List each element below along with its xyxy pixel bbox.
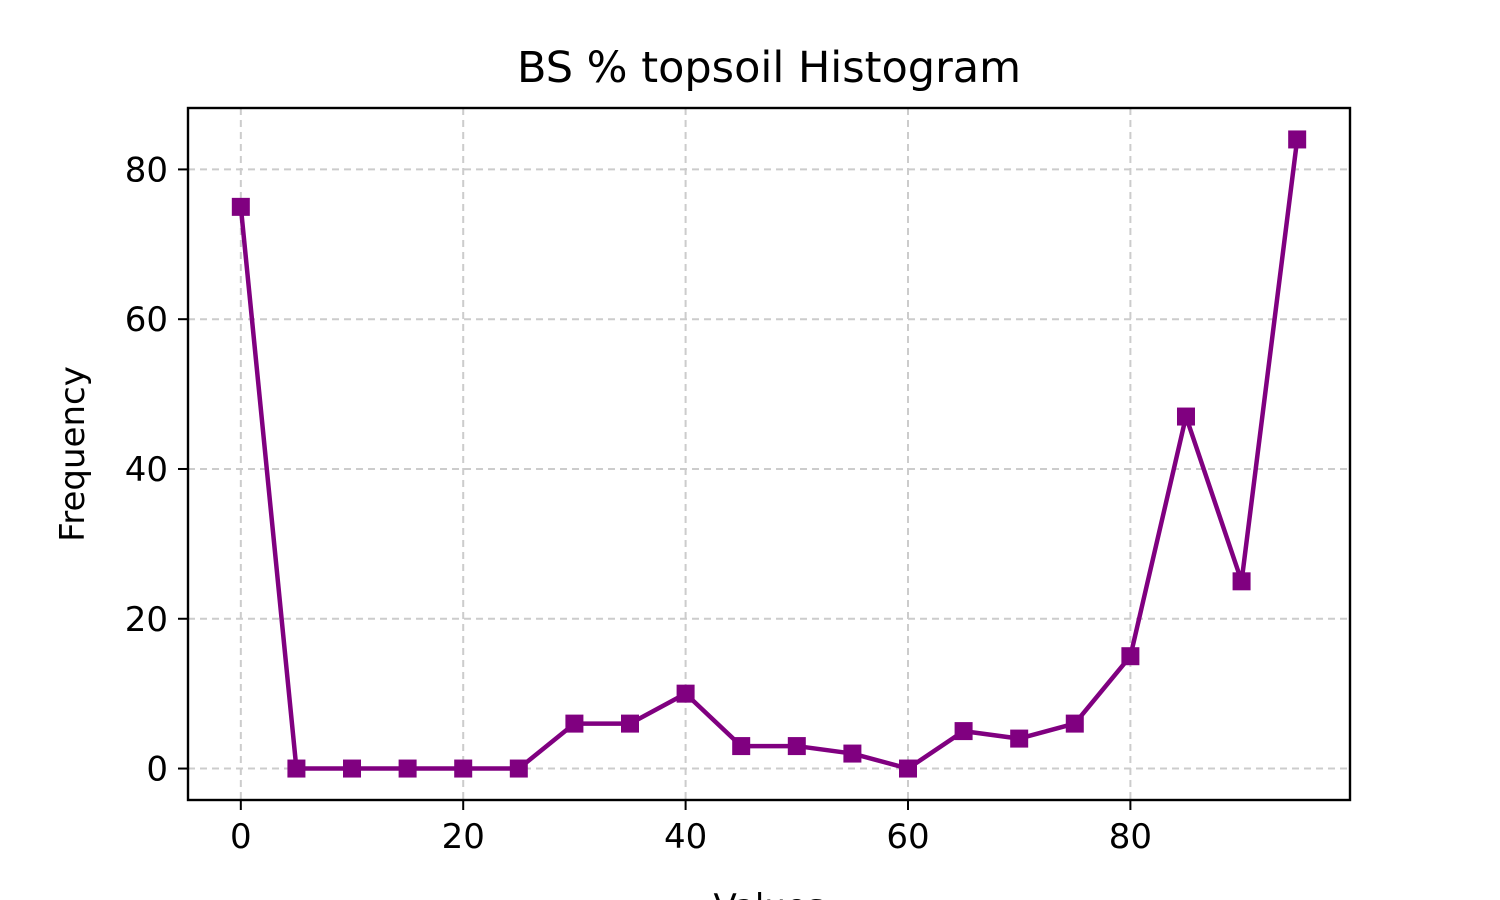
series-line — [238, 139, 1300, 771]
y-tick-label: 80 — [125, 150, 168, 190]
data-point — [509, 759, 528, 778]
data-point — [1232, 572, 1251, 591]
data-point — [1288, 130, 1307, 149]
data-point — [732, 737, 751, 756]
x-tick-label: 0 — [230, 817, 252, 857]
data-point — [231, 197, 250, 216]
data-point — [565, 714, 584, 733]
data-point — [1176, 407, 1195, 426]
y-tick-label: 60 — [125, 300, 168, 340]
data-point — [621, 714, 639, 733]
data-point — [1121, 647, 1140, 666]
data-point — [1010, 729, 1029, 748]
y-axis-label: Frequency — [53, 366, 93, 542]
plot-frame — [186, 106, 1352, 802]
data-point — [899, 759, 917, 778]
x-tick-label: 80 — [1109, 817, 1152, 857]
data-point — [787, 737, 806, 756]
y-tick-label: 0 — [146, 750, 168, 790]
x-tick-label: 60 — [886, 817, 929, 857]
chart-title: BS % topsoil Histogram — [517, 43, 1021, 93]
ticks: 0 20 40 60 80 0 20 40 60 80 — [125, 150, 1152, 857]
data-point — [454, 759, 473, 778]
series-layer — [231, 130, 1307, 778]
data-point — [676, 684, 695, 703]
y-tick-label: 40 — [125, 450, 168, 490]
x-tick-label: 20 — [442, 817, 485, 857]
data-point — [954, 722, 973, 741]
x-axis-label: Values — [713, 887, 824, 900]
x-tick-label: 40 — [664, 817, 707, 857]
data-point — [343, 759, 362, 778]
data-point — [843, 744, 862, 763]
data-point — [1065, 714, 1084, 733]
data-point — [398, 759, 417, 778]
y-tick-label: 20 — [125, 600, 168, 640]
data-point — [287, 759, 306, 778]
